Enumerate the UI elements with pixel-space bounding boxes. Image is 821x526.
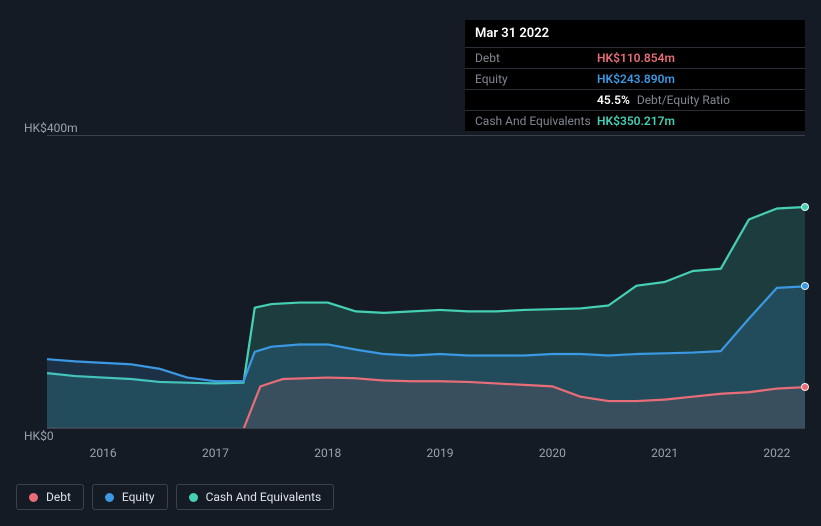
tooltip-row-label: Equity bbox=[475, 72, 597, 86]
y-axis-label-top: HK$400m bbox=[24, 121, 78, 135]
chart-area: HK$400m HK$0 bbox=[16, 124, 805, 440]
legend-label: Equity bbox=[122, 490, 155, 504]
x-axis-label: 2020 bbox=[539, 446, 566, 460]
gridline-bottom bbox=[47, 428, 805, 429]
tooltip-date: Mar 31 2022 bbox=[465, 20, 805, 47]
legend-label: Cash And Equivalents bbox=[206, 490, 322, 504]
series-marker bbox=[801, 282, 809, 290]
chart-plot[interactable] bbox=[47, 135, 805, 429]
legend-item[interactable]: Debt bbox=[16, 484, 84, 510]
legend-swatch bbox=[189, 493, 198, 502]
legend-item[interactable]: Cash And Equivalents bbox=[176, 484, 335, 510]
legend-swatch bbox=[105, 493, 114, 502]
tooltip-row: Cash And EquivalentsHK$350.217m bbox=[465, 110, 805, 131]
legend: Debt Equity Cash And Equivalents bbox=[16, 484, 334, 510]
tooltip-row-value: HK$243.890m bbox=[597, 72, 795, 86]
tooltip-row-value: 45.5% Debt/Equity Ratio bbox=[597, 93, 795, 107]
x-axis-label: 2016 bbox=[90, 446, 117, 460]
x-axis: 2016 2017 2018 2019 2020 2021 2022 bbox=[47, 446, 805, 462]
tooltip-row-label: Debt bbox=[475, 51, 597, 65]
series-marker bbox=[801, 383, 809, 391]
tooltip-row: DebtHK$110.854m bbox=[465, 47, 805, 68]
x-axis-label: 2021 bbox=[651, 446, 678, 460]
x-axis-label: 2019 bbox=[427, 446, 454, 460]
tooltip-row-label: Cash And Equivalents bbox=[475, 114, 597, 128]
tooltip-row: EquityHK$243.890m bbox=[465, 68, 805, 89]
series-marker bbox=[801, 203, 809, 211]
tooltip-row-value: HK$110.854m bbox=[597, 51, 795, 65]
gridline-top bbox=[47, 135, 805, 136]
legend-swatch bbox=[29, 493, 38, 502]
x-axis-label: 2018 bbox=[314, 446, 341, 460]
tooltip-row-label bbox=[475, 93, 597, 107]
legend-label: Debt bbox=[46, 490, 71, 504]
tooltip-row-value: HK$350.217m bbox=[597, 114, 795, 128]
legend-item[interactable]: Equity bbox=[92, 484, 168, 510]
chart-svg bbox=[47, 135, 805, 429]
x-axis-label: 2022 bbox=[763, 446, 790, 460]
tooltip-panel: Mar 31 2022 DebtHK$110.854mEquityHK$243.… bbox=[465, 20, 805, 131]
tooltip-row: 45.5% Debt/Equity Ratio bbox=[465, 89, 805, 110]
x-axis-label: 2017 bbox=[202, 446, 229, 460]
